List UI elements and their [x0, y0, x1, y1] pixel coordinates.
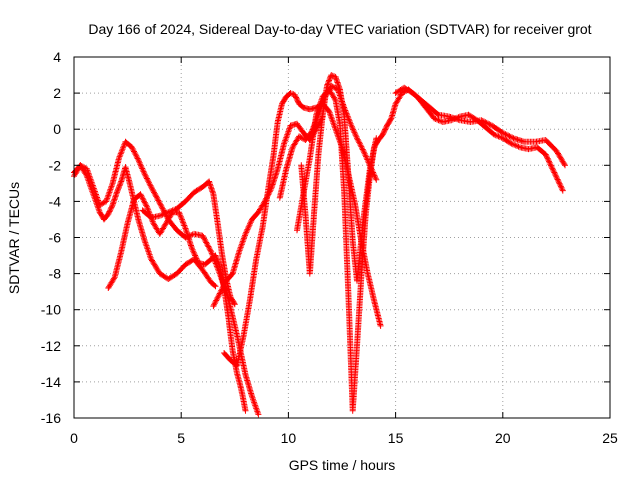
series-sat-j	[392, 84, 568, 169]
data-point-markers	[210, 113, 326, 310]
y-tick-label: -8	[49, 266, 62, 282]
series-sat-g	[276, 82, 380, 201]
y-tick-label: -4	[49, 193, 62, 209]
y-tick-label: -16	[41, 410, 61, 426]
data-point-markers	[298, 72, 380, 284]
series-sat-c	[105, 191, 249, 414]
y-tick-label: -12	[41, 338, 61, 354]
x-tick-label: 0	[70, 430, 78, 446]
x-tick-label: 20	[495, 430, 511, 446]
series-sat-i	[298, 72, 380, 284]
axis-ticks	[73, 56, 611, 419]
y-tick-label: -2	[49, 157, 62, 173]
data-points	[71, 72, 568, 418]
x-tick-label: 5	[177, 430, 185, 446]
y-tick-label: 2	[53, 85, 61, 101]
chart-title: Day 166 of 2024, Sidereal Day-to-day VTE…	[88, 21, 591, 37]
data-point-markers	[294, 86, 566, 414]
series-sat-e	[210, 113, 326, 310]
series-sat-h	[294, 86, 566, 414]
x-tick-labels: 0 5 10 15 20 25	[70, 430, 618, 446]
data-point-markers	[276, 82, 380, 201]
x-tick-label: 15	[388, 430, 404, 446]
y-tick-label: -10	[41, 302, 61, 318]
y-tick-label: 4	[53, 49, 61, 65]
y-tick-labels: 4 2 0 -2 -4 -6 -8 -10 -12 -14 -16	[41, 49, 61, 426]
y-tick-label: -14	[41, 374, 61, 390]
x-tick-label: 25	[602, 430, 618, 446]
grid	[74, 57, 610, 418]
data-point-markers	[105, 191, 249, 414]
x-tick-label: 10	[281, 430, 297, 446]
y-tick-label: 0	[53, 121, 61, 137]
y-axis-label: SDTVAR / TECUs	[6, 182, 22, 294]
data-point-markers	[392, 84, 568, 169]
y-tick-label: -6	[49, 230, 62, 246]
x-axis-label: GPS time / hours	[289, 457, 396, 473]
